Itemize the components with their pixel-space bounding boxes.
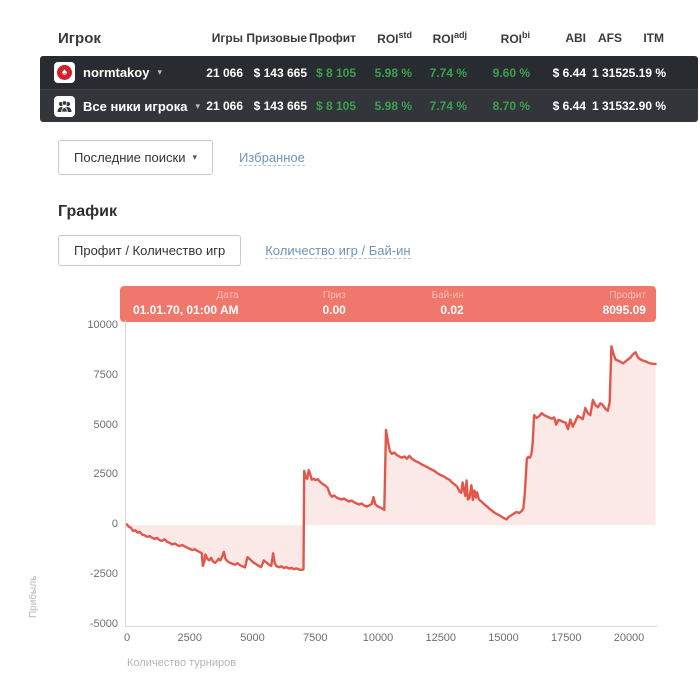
tab-profit-games[interactable]: Профит / Количество игр (58, 235, 242, 266)
roi-adj-value: 7.74 % (429, 99, 467, 113)
profit-value: $ 8 105 (315, 65, 356, 80)
y-tick-label: 5000 (93, 418, 118, 431)
player-stats-panel: ♠ normtakoy ▾ 21 066 $ 143 665 $ 8 105 5… (40, 56, 698, 122)
y-tick-label: -2500 (89, 567, 118, 580)
roi-adj-value: 7.74 % (429, 65, 467, 80)
tooltip-buyin: Бай-ин 0.02 (431, 290, 464, 317)
chevron-down-icon: ▾ (195, 100, 200, 111)
actions-row: Последние поиски ▾ Избранное (58, 140, 700, 175)
itm-value: 25.19 % (622, 65, 667, 80)
col-prizes: Призовые (246, 31, 307, 45)
y-tick-label: 0 (111, 518, 118, 530)
stats-header-row: Игрок Игры Призовые Профит ROIstd ROIadj… (40, 20, 698, 56)
col-profit: Профит (308, 31, 356, 45)
player-name-dropdown[interactable]: ♠ normtakoy ▾ (40, 62, 178, 83)
col-roi-adj: ROIadj (432, 30, 467, 46)
y-tick-label: 7500 (93, 368, 118, 381)
games-value: 21 066 (206, 65, 243, 80)
prizes-value: $ 143 665 (253, 65, 307, 80)
pokerstars-icon: ♠ (54, 62, 75, 83)
y-tick-label: 2500 (93, 468, 118, 481)
chart-tooltip-bar: Дата 01.01.70, 01:00 AM Приз 0.00 Бай-ин… (120, 286, 656, 322)
profit-chart[interactable]: Дата 01.01.70, 01:00 AM Приз 0.00 Бай-ин… (0, 286, 700, 681)
prizes-value: $ 143 665 (253, 99, 307, 113)
tooltip-profit: Профит 8095.09 (602, 290, 646, 317)
col-player: Игрок (58, 29, 101, 47)
profit-value: $ 8 105 (315, 99, 356, 113)
chart-tabs: Профит / Количество игр Количество игр /… (58, 235, 700, 266)
roi-std-value: 5.98 % (374, 65, 412, 80)
tooltip-prize: Приз 0.00 (322, 290, 346, 317)
recent-searches-button[interactable]: Последние поиски ▾ (58, 140, 213, 175)
player-nickname: normtakoy (83, 65, 150, 80)
x-tick-label: 20000 (613, 632, 645, 644)
col-itm: ITM (643, 31, 664, 45)
all-nicks-dropdown[interactable]: Все ники игрока ▾ (40, 95, 200, 117)
table-row: ♠ normtakoy ▾ 21 066 $ 143 665 $ 8 105 5… (40, 56, 698, 89)
col-abi: ABI (565, 31, 586, 45)
x-tick-label: 17500 (550, 632, 582, 644)
chevron-down-icon: ▾ (157, 67, 162, 77)
table-row: Все ники игрока ▾ 21 066 $ 143 665 $ 8 1… (40, 89, 698, 122)
x-tick-label: 12500 (425, 632, 457, 644)
abi-value: $ 6.44 (552, 99, 586, 113)
roi-bi-value: 9.60 % (492, 65, 530, 80)
x-tick-label: 2500 (177, 632, 202, 644)
chart-line (125, 345, 657, 572)
all-nicks-label: Все ники игрока (83, 98, 188, 114)
chart-area-fill (127, 346, 656, 570)
roi-bi-value: 8.70 % (492, 99, 530, 113)
chevron-down-icon: ▾ (192, 152, 197, 162)
x-axis-label: Количество турниров (127, 657, 237, 669)
games-value: 21 066 (206, 99, 243, 113)
col-roi-bi: ROIbi (500, 30, 530, 46)
x-tick-label: 10000 (362, 632, 394, 644)
itm-value: 32.90 % (622, 99, 667, 113)
col-afs: AFS (598, 31, 622, 45)
y-axis-label: Прибыль (28, 575, 39, 618)
abi-value: $ 6.44 (552, 65, 586, 80)
chart-section-title: График (58, 203, 117, 220)
x-tick-label: 0 (123, 632, 131, 644)
players-group-icon (54, 95, 75, 117)
afs-value: 1 315 (591, 65, 622, 80)
roi-std-value: 5.98 % (374, 99, 412, 113)
col-roi-std: ROIstd (377, 30, 412, 46)
tooltip-date: Дата 01.01.70, 01:00 AM (133, 290, 239, 317)
profit-chart-svg[interactable] (125, 320, 660, 628)
tab-games-buyin[interactable]: Количество игр / Бай-ин (265, 242, 411, 259)
y-tick-label: 10000 (87, 319, 118, 331)
x-tick-label: 15000 (488, 632, 519, 644)
y-tick-label: -5000 (89, 617, 118, 630)
x-tick-label: 7500 (303, 632, 328, 644)
afs-value: 1 315 (591, 99, 622, 113)
favorites-link[interactable]: Избранное (238, 149, 305, 166)
col-games: Игры (211, 31, 243, 45)
x-tick-label: 5000 (240, 632, 265, 644)
